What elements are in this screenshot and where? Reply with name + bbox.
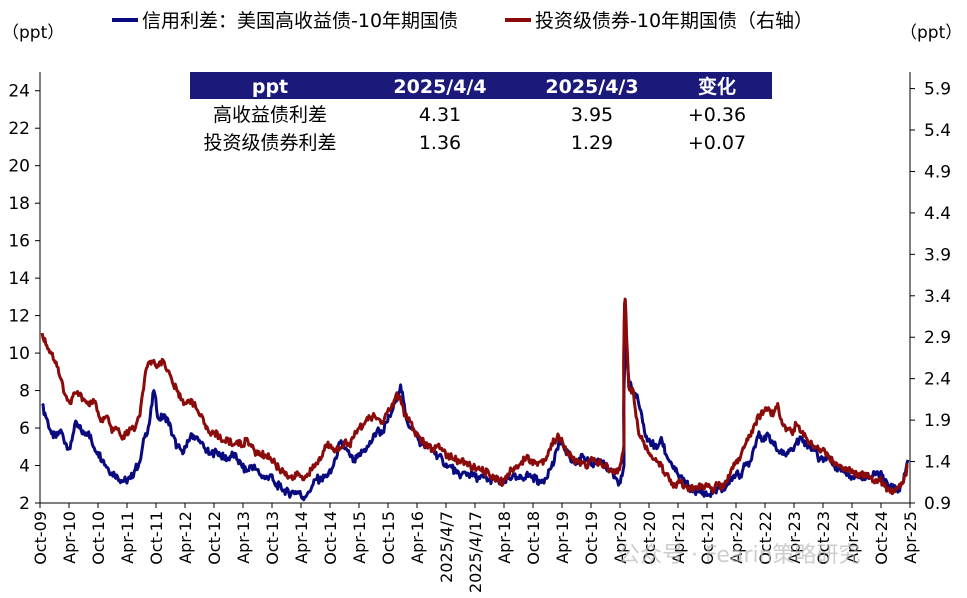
x-tick-label: Oct-21 <box>698 511 717 565</box>
right-tick-label: 5.4 <box>924 121 951 141</box>
left-tick-label: 14 <box>8 269 30 289</box>
table-cell: 1.36 <box>419 132 461 154</box>
x-tick-label: Oct-13 <box>263 511 282 565</box>
left-tick-label: 8 <box>19 382 30 402</box>
left-tick-label: 10 <box>8 344 30 364</box>
legend-label-0: 信用利差：美国高收益债-10年期国债 <box>142 10 458 32</box>
table-cell: 1.29 <box>571 132 613 154</box>
x-tick-label: Apr-20 <box>611 511 630 564</box>
x-tick-label: 2025/4/7 <box>437 511 456 583</box>
x-tick-label: Oct-20 <box>640 511 659 565</box>
x-tick-label: Oct-10 <box>89 511 108 565</box>
right-axis: 0.9 1.4 1.9 2.4 2.9 3.4 3.9 4.4 4.9 5.4 5.9 <box>909 72 951 514</box>
right-tick-label: 4.9 <box>924 162 951 182</box>
table-cell: +0.07 <box>688 132 746 154</box>
left-tick-label: 6 <box>19 419 30 439</box>
x-tick-label: Apr-15 <box>350 511 369 564</box>
x-tick-label: Oct-18 <box>524 511 543 565</box>
table-header-cell: 2025/4/4 <box>393 76 486 98</box>
right-tick-label: 2.4 <box>924 370 951 390</box>
series-line-0 <box>41 334 910 502</box>
table-header-cell: 变化 <box>698 75 736 98</box>
x-tick-label: Oct-09 <box>31 511 50 565</box>
x-tick-label: Apr-14 <box>292 511 311 564</box>
series-lines <box>40 297 910 502</box>
table-cell: +0.36 <box>688 104 746 126</box>
right-tick-label: 4.4 <box>924 204 951 224</box>
x-tick-label: Apr-10 <box>60 511 79 564</box>
table-cell: 投资级债券利差 <box>203 132 336 154</box>
x-tick-label: Apr-22 <box>727 511 746 564</box>
left-tick-label: 16 <box>8 232 30 252</box>
table-cell: 3.95 <box>571 104 613 126</box>
axis-units: （ppt） （ppt） <box>2 23 962 43</box>
table-header-cell: ppt <box>252 76 288 98</box>
x-tick-label: Apr-19 <box>553 511 572 564</box>
left-tick-label: 12 <box>8 307 30 327</box>
series-line-1 <box>40 297 909 496</box>
x-tick-label: Oct-24 <box>872 511 891 565</box>
x-tick-label: 2025/4/17 <box>466 511 485 593</box>
left-axis-unit: （ppt） <box>2 23 64 43</box>
legend: 信用利差：美国高收益债-10年期国债 投资级债券-10年期国债（右轴） <box>112 10 813 32</box>
x-tick-label: Oct-15 <box>379 511 398 565</box>
x-tick-label: Oct-12 <box>205 511 224 565</box>
x-tick-label: Apr-21 <box>669 511 688 564</box>
x-tick-label: Apr-13 <box>234 511 253 564</box>
left-tick-label: 20 <box>8 157 30 177</box>
x-tick-label: Apr-24 <box>843 511 862 564</box>
x-axis: Oct-09 Apr-10 Oct-10 Apr-11 Oct-11 Apr-12 Oct-… <box>31 502 920 593</box>
right-tick-label: 0.9 <box>924 494 951 514</box>
left-tick-label: 4 <box>19 457 30 477</box>
right-tick-label: 3.4 <box>924 287 951 307</box>
right-tick-label: 5.9 <box>924 80 951 100</box>
table-cell: 高收益债利差 <box>213 104 327 126</box>
x-tick-label: Oct-22 <box>756 511 775 565</box>
watermark: 公众号 · Fearin策略研究 <box>618 543 861 568</box>
x-tick-label: Oct-23 <box>814 511 833 565</box>
left-tick-label: 18 <box>8 194 30 214</box>
right-axis-unit: （ppt） <box>900 23 962 43</box>
x-tick-label: Apr-23 <box>785 511 804 564</box>
right-tick-label: 1.9 <box>924 411 951 431</box>
right-tick-label: 1.4 <box>924 453 951 473</box>
x-tick-label: Apr-25 <box>901 511 920 564</box>
x-tick-label: Apr-18 <box>495 511 514 564</box>
table-cell: 4.31 <box>419 104 461 126</box>
x-tick-label: Oct-14 <box>321 511 340 565</box>
left-tick-label: 24 <box>8 82 30 102</box>
table-header-bg <box>190 72 772 99</box>
right-tick-label: 2.9 <box>924 328 951 348</box>
x-tick-label: Apr-12 <box>176 511 195 564</box>
x-tick-label: Apr-16 <box>408 511 427 564</box>
left-tick-label: 2 <box>19 494 30 514</box>
x-tick-label: Oct-19 <box>582 511 601 565</box>
x-tick-label: Oct-11 <box>147 511 166 565</box>
x-tick-label: Apr-11 <box>118 511 137 564</box>
right-tick-label: 3.9 <box>924 245 951 265</box>
table-header-cell: 2025/4/3 <box>545 76 638 98</box>
left-tick-label: 22 <box>8 119 30 139</box>
legend-label-1: 投资级债券-10年期国债（右轴） <box>535 10 813 32</box>
watermark-text: 公众号 · Fearin策略研究 <box>618 543 861 568</box>
